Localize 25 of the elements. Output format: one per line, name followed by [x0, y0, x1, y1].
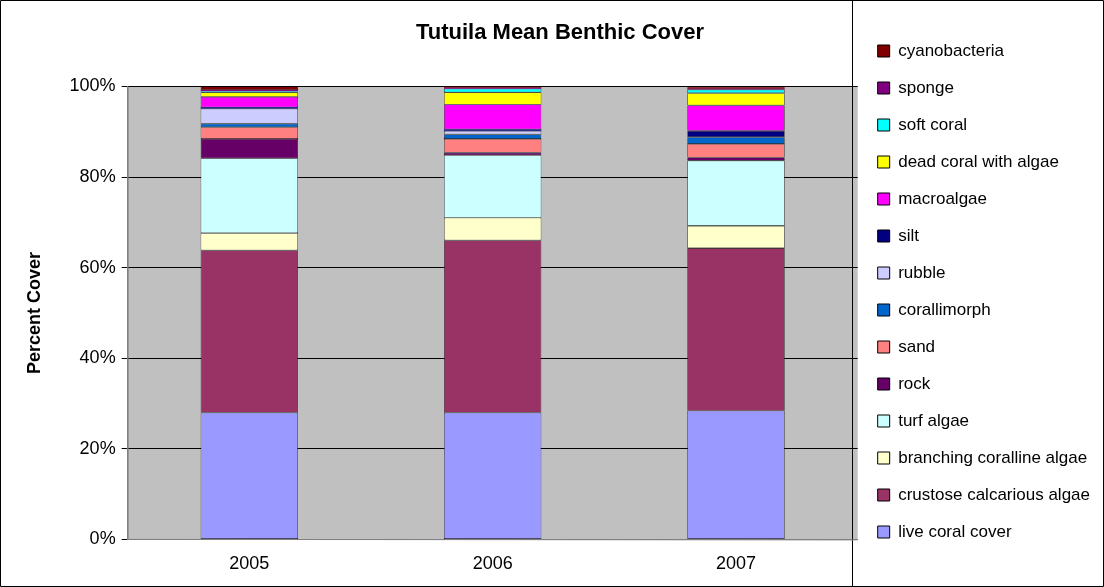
x-tick-label: 2006	[472, 553, 513, 574]
legend-label: rock	[898, 373, 931, 393]
legend-label: cyanobacteria	[898, 40, 1005, 60]
legend-label: corallimorph	[898, 299, 991, 319]
y-tick-label: 60%	[79, 256, 116, 277]
legend-label: turf algae	[898, 410, 970, 430]
legend-label: silt	[898, 225, 920, 245]
x-tick-label: 2005	[229, 553, 270, 574]
x-tick-label: 2007	[715, 553, 757, 574]
legend-label: live coral cover	[898, 521, 1012, 541]
y-tick-label: 100%	[69, 75, 116, 96]
legend-label: branching coralline algae	[898, 447, 1088, 467]
legend-label: dead coral with algae	[898, 151, 1059, 171]
y-tick-label: 40%	[79, 347, 116, 368]
chart-title: Tutuila Mean Benthic Cover	[415, 19, 705, 45]
legend-label: crustose calcarious algae	[898, 484, 1091, 504]
legend-label: rubble	[898, 262, 946, 282]
y-tick-label: 0%	[89, 528, 116, 549]
y-tick-label: 20%	[79, 437, 116, 458]
legend-label: soft coral	[898, 114, 968, 134]
legend-label: macroalgae	[898, 188, 988, 208]
y-axis-title: Percent Cover	[23, 251, 44, 374]
legend-label: sand	[898, 336, 936, 356]
y-tick-label: 80%	[79, 165, 116, 186]
legend-label: sponge	[898, 77, 954, 97]
